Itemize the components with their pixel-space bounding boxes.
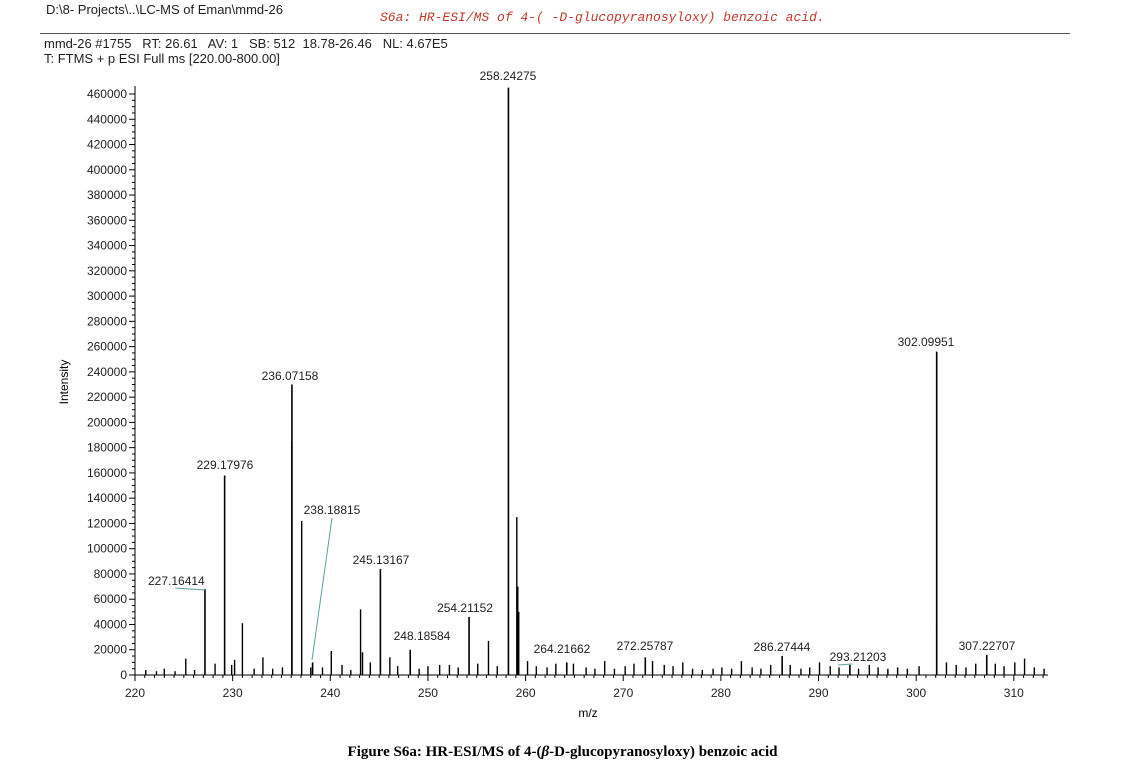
y-tick-label: 380000 (87, 188, 127, 202)
x-tick-label: 290 (809, 686, 829, 700)
peak-label: 302.09951 (898, 335, 955, 349)
y-axis-label: Intensity (57, 360, 71, 405)
y-tick-label: 100000 (87, 542, 127, 556)
y-tick-label: 280000 (87, 314, 127, 328)
y-tick-label: 300000 (87, 289, 127, 303)
y-tick-label: 40000 (94, 617, 128, 631)
y-tick-label: 240000 (87, 365, 127, 379)
y-tick-label: 460000 (87, 87, 127, 101)
peak-label: 227.16414 (148, 574, 205, 588)
peak-label: 229.17976 (197, 458, 254, 472)
x-axis-label: m/z (578, 706, 597, 720)
y-tick-label: 220000 (87, 390, 127, 404)
header-divider (40, 33, 1070, 34)
x-tick-label: 230 (223, 686, 243, 700)
y-tick-label: 20000 (94, 643, 128, 657)
y-tick-label: 340000 (87, 239, 127, 253)
x-tick-label: 260 (516, 686, 536, 700)
x-tick-label: 220 (125, 686, 145, 700)
x-tick-label: 300 (906, 686, 926, 700)
y-tick-label: 320000 (87, 264, 127, 278)
peak-label: 258.24275 (480, 69, 537, 83)
scan-filter: T: FTMS + p ESI Full ms [220.00-800.00] (44, 51, 280, 66)
caption-beta: β (541, 744, 550, 760)
peak-leader-line (837, 663, 853, 666)
peak-label: 272.25787 (617, 639, 674, 653)
peak-label: 293.21203 (830, 650, 887, 664)
peak-label: 307.22707 (959, 639, 1016, 653)
peak-leader-line (311, 517, 333, 661)
peak-label: 236.07158 (262, 369, 319, 383)
figure-caption: Figure S6a: HR-ESI/MS of 4-(β-D-glucopyr… (0, 744, 1125, 761)
y-tick-label: 60000 (94, 592, 128, 606)
file-path: D:\8- Projects\..\LC-MS of Eman\mmd-26 (46, 2, 283, 17)
y-tick-label: 260000 (87, 340, 127, 354)
y-tick-label: 400000 (87, 163, 127, 177)
x-tick-label: 250 (418, 686, 438, 700)
annotation-title: S6a: HR-ESI/MS of 4-( -D-glucopyranosylo… (380, 10, 825, 25)
y-tick-label: 440000 (87, 112, 127, 126)
x-tick-label: 270 (613, 686, 633, 700)
peak-leader-line (174, 587, 206, 591)
y-tick-label: 140000 (87, 491, 127, 505)
labeled-peaks: 227.16414 229.17976 236.07158 238.18815 245.… (148, 69, 1016, 675)
y-tick-label: 420000 (87, 138, 127, 152)
mass-spectrum-chart: 0 20000 40000 60000 80000 100000 120000 140000 1… (57, 69, 1048, 720)
scan-info: mmd-26 #1755 RT: 26.61 AV: 1 SB: 512 18.… (44, 36, 448, 51)
y-tick-label: 160000 (87, 466, 127, 480)
y-tick-label: 80000 (94, 567, 128, 581)
peak-label: 264.21662 (534, 642, 591, 656)
peak-label: 254.21152 (437, 601, 493, 615)
y-tick-label: 180000 (87, 441, 127, 455)
y-tick-label: 0 (120, 668, 127, 682)
caption-suffix: -D-glucopyranosyloxy) benzoic acid (549, 744, 778, 760)
minor-peaks (145, 441, 1045, 675)
chart-axes: 0 20000 40000 60000 80000 100000 120000 140000 1… (87, 86, 1048, 700)
y-tick-label: 120000 (87, 516, 127, 530)
peak-label: 245.13167 (353, 553, 410, 567)
peak-label: 248.18584 (394, 629, 451, 643)
x-tick-label: 280 (711, 686, 731, 700)
x-tick-label: 310 (1004, 686, 1024, 700)
caption-prefix: Figure S6a: HR-ESI/MS of 4-( (347, 744, 542, 760)
peak-label: 238.18815 (304, 503, 361, 517)
x-tick-label: 240 (320, 686, 340, 700)
y-tick-label: 360000 (87, 213, 127, 227)
peak-label: 286.27444 (754, 640, 811, 654)
y-tick-label: 200000 (87, 415, 127, 429)
